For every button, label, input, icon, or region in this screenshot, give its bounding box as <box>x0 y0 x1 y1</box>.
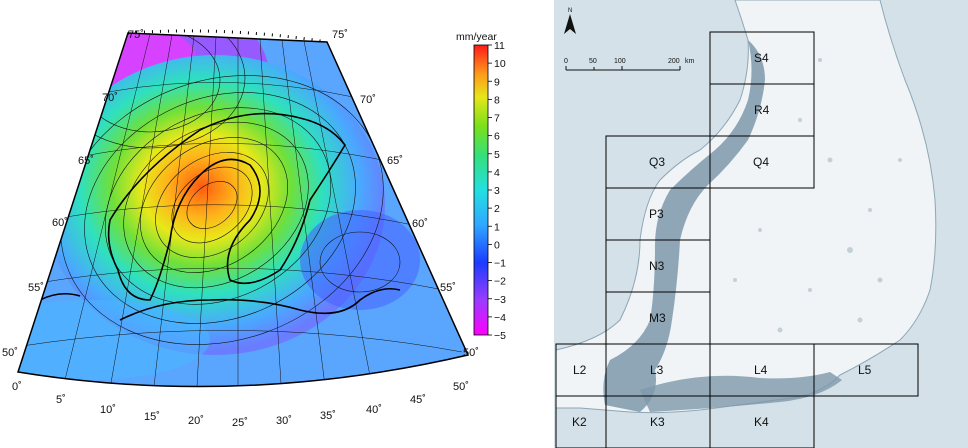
colorbar-tick-label: −3 <box>494 294 506 306</box>
tile-label: Q3 <box>649 155 665 169</box>
tile-label: K4 <box>754 415 769 429</box>
lon-label: 45˚ <box>410 394 426 406</box>
scale-label: 200 <box>668 58 680 65</box>
colorbar-tick-label: 0 <box>494 239 500 251</box>
colorbar-tick-label: 4 <box>494 167 500 179</box>
colorbar-tick-label: 5 <box>494 149 500 161</box>
lon-label: 40˚ <box>366 404 382 416</box>
colorbar-tick-label: −1 <box>494 258 506 270</box>
colorbar-tick-label: 7 <box>494 113 500 125</box>
lon-label: 5˚ <box>56 394 66 406</box>
scale-label: 50 <box>589 58 597 65</box>
latitude-labels-right: 75˚ 70˚ 65˚ 60˚ 55˚ 50˚ <box>332 29 479 359</box>
scale-bar: 0 50 100 200 km <box>564 58 695 71</box>
tile-Q4[interactable] <box>709 135 815 189</box>
lat-label: 50˚ <box>2 347 18 359</box>
tile-labels: S4 R4 Q3 Q4 P3 N3 M3 L2 L3 L4 L5 K2 K3 K… <box>572 51 872 429</box>
tile-K4[interactable] <box>709 395 815 448</box>
lon-label: 20˚ <box>188 415 204 427</box>
lon-label: 10˚ <box>100 404 116 416</box>
colorbar-unit: mm/year <box>456 31 497 43</box>
tile-label: S4 <box>754 51 769 65</box>
lat-label: 65˚ <box>387 155 403 167</box>
colorbar-tick-label: 9 <box>494 76 500 88</box>
north-arrow-icon: N <box>564 8 576 34</box>
lat-label: 50˚ <box>463 347 479 359</box>
tile-label: M3 <box>649 311 666 325</box>
lat-label: 55˚ <box>28 282 44 294</box>
lon-label: 0˚ <box>12 381 22 393</box>
colorbar-tick-label: 1 <box>494 221 500 233</box>
lat-label: 60˚ <box>412 218 428 230</box>
tile-label: L4 <box>754 363 768 377</box>
lat-label: 75˚ <box>128 29 144 41</box>
uplift-map <box>17 29 470 388</box>
tile-label: K2 <box>572 415 587 429</box>
colorbar-tick-label: 3 <box>494 185 500 197</box>
lat-label: 55˚ <box>440 282 456 294</box>
latitude-labels-left: 75˚ 70˚ 65˚ 60˚ 55˚ 50˚ <box>2 29 144 359</box>
tile-label: P3 <box>649 207 664 221</box>
colorbar-tick-label: 6 <box>494 131 500 143</box>
tile-label: N3 <box>649 259 665 273</box>
colorbar-tick-label: −5 <box>494 330 506 342</box>
scale-label: 100 <box>614 58 626 65</box>
tile-label: Q4 <box>753 155 769 169</box>
lon-label: 35˚ <box>320 410 336 422</box>
tile-label: R4 <box>754 103 770 117</box>
colorbar-tick-label: 8 <box>494 94 500 106</box>
svg-text:N: N <box>568 8 572 14</box>
tile-label: L3 <box>650 363 664 377</box>
scale-label: 0 <box>564 58 568 65</box>
tile-L5[interactable] <box>813 343 919 397</box>
lon-label: 25˚ <box>232 417 248 429</box>
colorbar-tick-label: −4 <box>494 312 506 324</box>
lon-label: 50˚ <box>453 381 469 393</box>
lon-label: 30˚ <box>276 415 292 427</box>
longitude-labels: 0˚ 5˚ 10˚ 15˚ 20˚ 25˚ 30˚ 35˚ 40˚ 45˚ 50… <box>12 381 469 429</box>
lat-label: 70˚ <box>102 92 118 104</box>
colorbar-tick-label: 11 <box>494 40 505 52</box>
tile-label: L5 <box>858 363 872 377</box>
tile-grid <box>555 31 919 448</box>
scale-unit: km <box>685 58 695 65</box>
lat-label: 70˚ <box>360 94 376 106</box>
lat-label: 60˚ <box>52 217 68 229</box>
tile-map: S4 R4 Q3 Q4 P3 N3 M3 L2 L3 L4 L5 K2 K3 K… <box>554 0 968 448</box>
colorbar-tick-label: 10 <box>494 58 506 70</box>
tile-label: K3 <box>650 415 665 429</box>
lat-label: 65˚ <box>78 155 94 167</box>
colorbar-tick-label: 2 <box>494 203 500 215</box>
lat-label: 75˚ <box>332 29 348 41</box>
colorbar-tick-label: −2 <box>494 276 506 288</box>
lon-label: 15˚ <box>144 411 160 423</box>
tile-label: L2 <box>573 363 587 377</box>
